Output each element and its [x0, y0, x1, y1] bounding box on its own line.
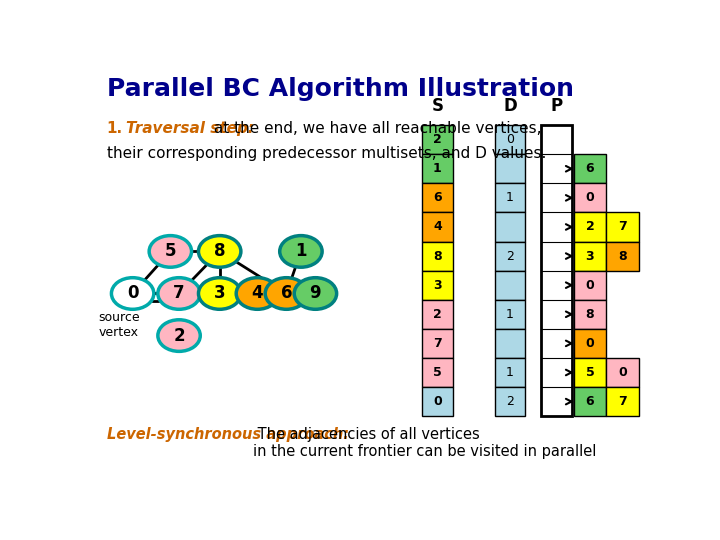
- Text: 5: 5: [165, 242, 176, 260]
- Text: 3: 3: [214, 285, 225, 302]
- Text: D: D: [503, 97, 517, 114]
- Bar: [495, 329, 526, 358]
- Bar: [541, 125, 572, 416]
- Bar: [422, 154, 453, 183]
- Text: 7: 7: [174, 285, 185, 302]
- Text: 7: 7: [618, 395, 626, 408]
- Text: 7: 7: [433, 337, 442, 350]
- Text: 4: 4: [251, 285, 264, 302]
- Text: 4: 4: [433, 220, 442, 233]
- Text: Parallel BC Algorithm Illustration: Parallel BC Algorithm Illustration: [107, 77, 574, 102]
- Circle shape: [158, 320, 200, 352]
- Text: 1: 1: [295, 242, 307, 260]
- Text: 6: 6: [433, 191, 441, 204]
- Bar: [495, 387, 526, 416]
- Text: 1.: 1.: [107, 121, 123, 136]
- Bar: [574, 241, 606, 271]
- Text: 9: 9: [310, 285, 321, 302]
- Bar: [606, 241, 639, 271]
- Bar: [574, 212, 606, 241]
- Text: 0: 0: [585, 191, 594, 204]
- Bar: [495, 271, 526, 300]
- Bar: [495, 241, 526, 271]
- Text: 1: 1: [506, 308, 514, 321]
- Bar: [574, 329, 606, 358]
- Bar: [495, 358, 526, 387]
- Bar: [574, 358, 606, 387]
- Text: 3: 3: [433, 279, 441, 292]
- Circle shape: [158, 278, 200, 309]
- Circle shape: [294, 278, 337, 309]
- Text: 1: 1: [506, 366, 514, 379]
- Bar: [422, 212, 453, 241]
- Text: 8: 8: [433, 249, 441, 262]
- Bar: [422, 241, 453, 271]
- Bar: [574, 154, 606, 183]
- Bar: [495, 300, 526, 329]
- Bar: [422, 125, 453, 154]
- Text: source
vertex: source vertex: [99, 310, 140, 339]
- Text: Traversal step:: Traversal step:: [126, 121, 254, 136]
- Text: their corresponding predecessor multisets, and D values.: their corresponding predecessor multiset…: [107, 146, 546, 161]
- Text: 1: 1: [506, 191, 514, 204]
- Text: 2: 2: [506, 395, 514, 408]
- Bar: [422, 183, 453, 212]
- Circle shape: [199, 235, 241, 267]
- Text: P: P: [550, 97, 562, 114]
- Bar: [574, 387, 606, 416]
- Circle shape: [279, 235, 322, 267]
- Bar: [606, 358, 639, 387]
- Text: 7: 7: [618, 220, 626, 233]
- Bar: [574, 183, 606, 212]
- Bar: [574, 271, 606, 300]
- Text: 6: 6: [281, 285, 292, 302]
- Circle shape: [265, 278, 307, 309]
- Bar: [422, 387, 453, 416]
- Text: 8: 8: [214, 242, 225, 260]
- Text: 8: 8: [618, 249, 626, 262]
- Circle shape: [112, 278, 154, 309]
- Bar: [495, 183, 526, 212]
- Text: 5: 5: [585, 366, 594, 379]
- Bar: [495, 154, 526, 183]
- Text: 2: 2: [174, 327, 185, 345]
- Text: 6: 6: [585, 162, 594, 176]
- Bar: [422, 329, 453, 358]
- Bar: [422, 358, 453, 387]
- Bar: [574, 300, 606, 329]
- Text: 0: 0: [585, 279, 594, 292]
- Text: 3: 3: [585, 249, 594, 262]
- Text: S: S: [431, 97, 444, 114]
- Text: 0: 0: [618, 366, 626, 379]
- Text: Level-synchronous approach:: Level-synchronous approach:: [107, 427, 349, 442]
- Text: 0: 0: [506, 133, 514, 146]
- Text: 2: 2: [433, 308, 442, 321]
- Circle shape: [149, 235, 192, 267]
- Text: 2: 2: [433, 133, 442, 146]
- Bar: [495, 212, 526, 241]
- Text: 6: 6: [585, 395, 594, 408]
- Bar: [422, 300, 453, 329]
- Text: 5: 5: [433, 366, 442, 379]
- Text: 0: 0: [127, 285, 138, 302]
- Text: 2: 2: [506, 249, 514, 262]
- Text: 0: 0: [433, 395, 442, 408]
- Text: 1: 1: [433, 162, 442, 176]
- Bar: [495, 125, 526, 154]
- Circle shape: [199, 278, 241, 309]
- Bar: [422, 271, 453, 300]
- Circle shape: [236, 278, 279, 309]
- Bar: [606, 387, 639, 416]
- Text: The adjacencies of all vertices
in the current frontier can be visited in parall: The adjacencies of all vertices in the c…: [253, 427, 597, 459]
- Text: 2: 2: [585, 220, 594, 233]
- Text: 0: 0: [585, 337, 594, 350]
- Bar: [606, 212, 639, 241]
- Text: at the end, we have all reachable vertices,: at the end, we have all reachable vertic…: [209, 121, 541, 136]
- Text: 8: 8: [585, 308, 594, 321]
